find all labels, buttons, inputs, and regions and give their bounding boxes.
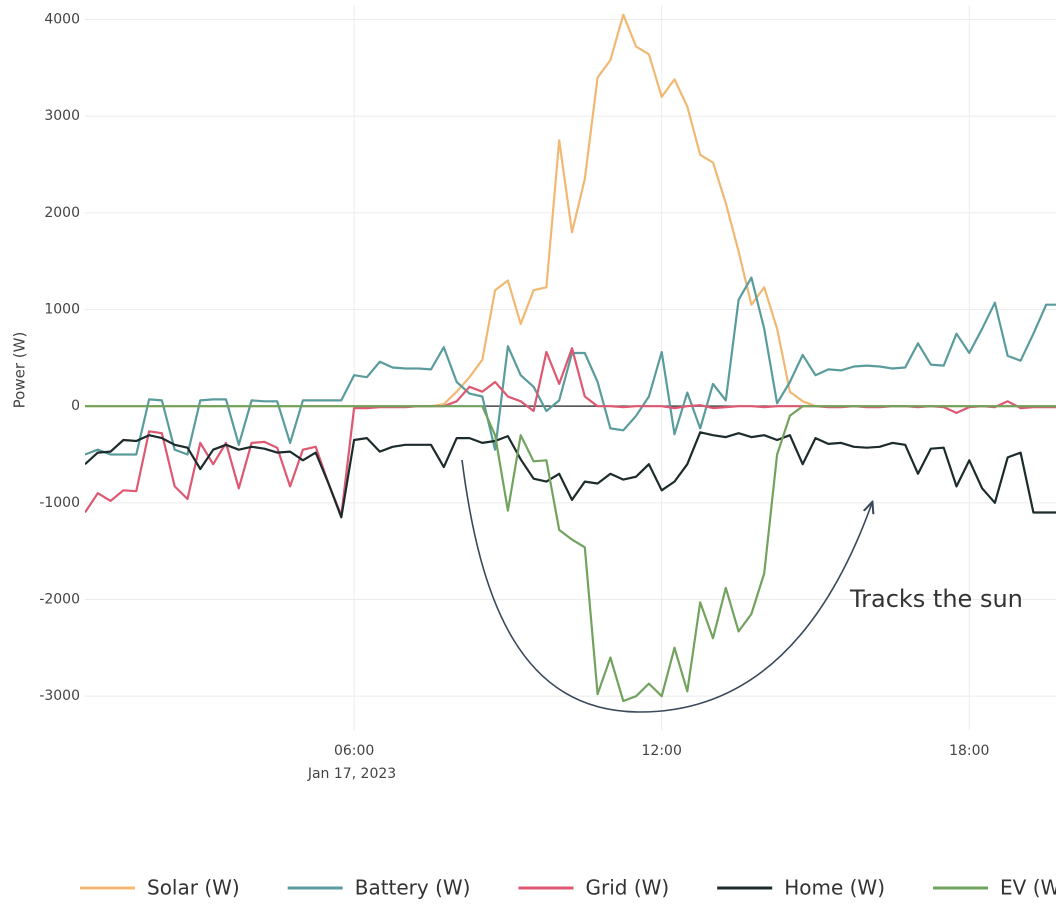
legend-label: Home (W): [784, 876, 885, 900]
y-tick-label: 2000: [44, 205, 80, 221]
legend-label: Solar (W): [147, 876, 240, 900]
lines: [85, 13, 1056, 703]
y-axis-label: Power (W): [11, 332, 29, 409]
y-tick-label: 4000: [44, 12, 80, 28]
x-tick-label: 12:00: [642, 743, 682, 759]
legend-label: Battery (W): [355, 876, 471, 900]
grid: [85, 5, 1056, 730]
y-tick-label: -1000: [39, 495, 80, 511]
series-line: [85, 405, 1056, 703]
legend-label: EV (W): [1000, 876, 1056, 900]
x-date-label: Jan 17, 2023: [307, 766, 396, 782]
series-line: [85, 13, 1056, 408]
y-tick-label: 3000: [44, 108, 80, 124]
annotation: Tracks the sun: [849, 585, 1023, 613]
x-tick-label: 18:00: [949, 743, 989, 759]
y-tick-label: 1000: [44, 302, 80, 318]
legend: Solar (W) Battery (W) Grid (W) Home (W) EV (…: [80, 876, 1056, 900]
y-tick-label: -2000: [39, 592, 80, 608]
legend-label: Grid (W): [585, 876, 669, 900]
series-line: [85, 276, 1056, 456]
y-tick-label: 0: [71, 398, 80, 414]
series-line: [85, 431, 1056, 519]
x-tick-label: 06:00: [334, 743, 374, 759]
y-tick-label: -3000: [39, 688, 80, 704]
annotation-arrow: [461, 459, 872, 713]
series-line: [85, 347, 1056, 517]
